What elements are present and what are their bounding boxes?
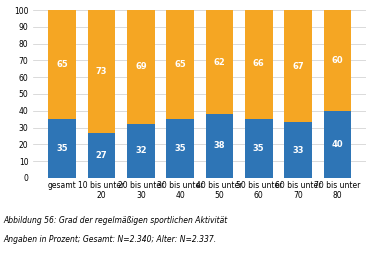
Bar [284,122,312,178]
Text: 33: 33 [292,146,304,155]
Bar [48,10,76,119]
Bar [88,133,115,178]
Text: 35: 35 [253,144,265,153]
Text: 35: 35 [174,144,186,153]
Text: Angaben in Prozent; Gesamt: N=2.340; Alter: N=2.337.: Angaben in Prozent; Gesamt: N=2.340; Alt… [4,235,217,244]
Text: 32: 32 [135,147,147,155]
Bar [206,114,233,178]
Text: 69: 69 [135,62,147,71]
Bar [127,124,155,178]
Text: 27: 27 [96,151,107,160]
Bar [245,10,273,119]
Text: 65: 65 [56,60,68,69]
Bar [324,111,351,178]
Text: 66: 66 [253,59,265,68]
Bar [127,10,155,124]
Bar [48,119,76,178]
Bar [88,10,115,133]
Text: 65: 65 [174,60,186,69]
Text: 40: 40 [332,140,343,149]
Bar [245,119,273,178]
Text: 62: 62 [213,58,225,67]
Bar [166,119,194,178]
Text: 67: 67 [292,62,304,71]
Bar [324,10,351,111]
Text: 35: 35 [56,144,68,153]
Bar [284,10,312,122]
Text: 38: 38 [214,141,225,150]
Text: 73: 73 [96,67,107,76]
Text: 60: 60 [332,56,343,65]
Bar [206,10,233,114]
Text: Abbildung 56: Grad der regelmäßigen sportlichen Aktivität: Abbildung 56: Grad der regelmäßigen spor… [4,216,228,225]
Bar [166,10,194,119]
